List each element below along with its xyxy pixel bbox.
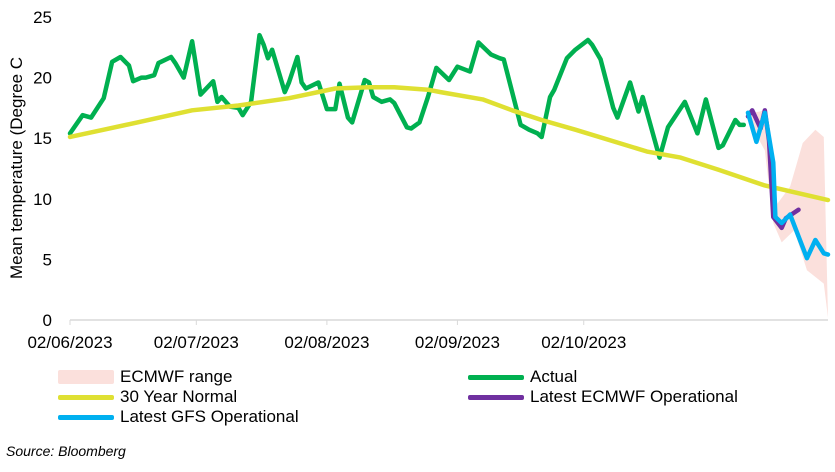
series-latest-gfs-operational bbox=[745, 110, 831, 261]
legend-actual: Actual bbox=[468, 367, 577, 387]
y-tick-label: 20 bbox=[33, 69, 52, 88]
x-tick-label: 02/09/2023 bbox=[415, 333, 500, 352]
x-tick-label: 02/07/2023 bbox=[154, 333, 239, 352]
y-axis-label: Mean temperature (Degree C bbox=[7, 57, 26, 279]
y-tick-label: 25 bbox=[33, 8, 52, 27]
legend-label: Latest ECMWF Operational bbox=[530, 387, 738, 406]
legend-swatch bbox=[468, 374, 524, 380]
series-30-year-normal bbox=[67, 85, 831, 203]
legend-label: Latest GFS Operational bbox=[120, 407, 299, 426]
legend-label: 30 Year Normal bbox=[120, 387, 238, 406]
legend-label: ECMWF range bbox=[120, 367, 233, 386]
x-tick-label: 02/08/2023 bbox=[284, 333, 369, 352]
legend-ecmwf-range: ECMWF range bbox=[58, 367, 232, 387]
y-tick-label: 5 bbox=[43, 250, 52, 269]
y-tick-label: 15 bbox=[33, 129, 52, 148]
series-actual bbox=[67, 32, 747, 160]
legend-swatch bbox=[58, 370, 114, 384]
legend-swatch bbox=[468, 394, 524, 400]
legend-label: Actual bbox=[530, 367, 578, 386]
y-tick-label: 10 bbox=[33, 190, 52, 209]
legend-swatch bbox=[58, 414, 114, 420]
x-tick-label: 02/10/2023 bbox=[541, 333, 626, 352]
plot-area: Mean temperature (Degree C 0 5 10 15 20 25 02/… bbox=[7, 8, 831, 352]
x-tick-label: 02/06/2023 bbox=[27, 333, 112, 352]
legend-ecmwf-operational: Latest ECMWF Operational bbox=[468, 387, 738, 407]
y-tick-label: 0 bbox=[43, 311, 52, 330]
legend-swatch bbox=[58, 394, 114, 400]
legend-30-year-normal: 30 Year Normal bbox=[58, 387, 237, 407]
source-note: Source: Bloomberg bbox=[6, 443, 126, 459]
legend-gfs-operational: Latest GFS Operational bbox=[58, 407, 299, 427]
